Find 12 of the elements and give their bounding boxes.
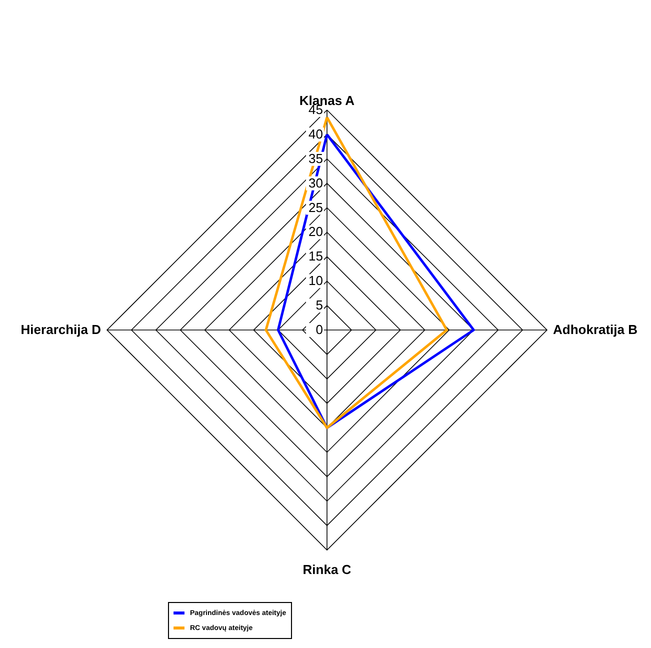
y-tick-label: 35 bbox=[308, 150, 323, 166]
y-tick-label: 0 bbox=[316, 322, 323, 337]
y-tick-label: 40 bbox=[308, 126, 323, 142]
y-tick-label: 20 bbox=[308, 224, 323, 240]
y-tick-label: 25 bbox=[308, 200, 323, 215]
y-tick-label: 15 bbox=[308, 248, 323, 264]
spoke-label: Rinka C bbox=[302, 562, 352, 577]
y-tick-label: 5 bbox=[316, 298, 323, 313]
spoke-label: Adhokratija B bbox=[553, 322, 638, 337]
y-tick-label: 10 bbox=[308, 273, 323, 288]
y-tick-label: 30 bbox=[308, 175, 323, 190]
spoke-label: Hierarchija D bbox=[20, 322, 101, 337]
